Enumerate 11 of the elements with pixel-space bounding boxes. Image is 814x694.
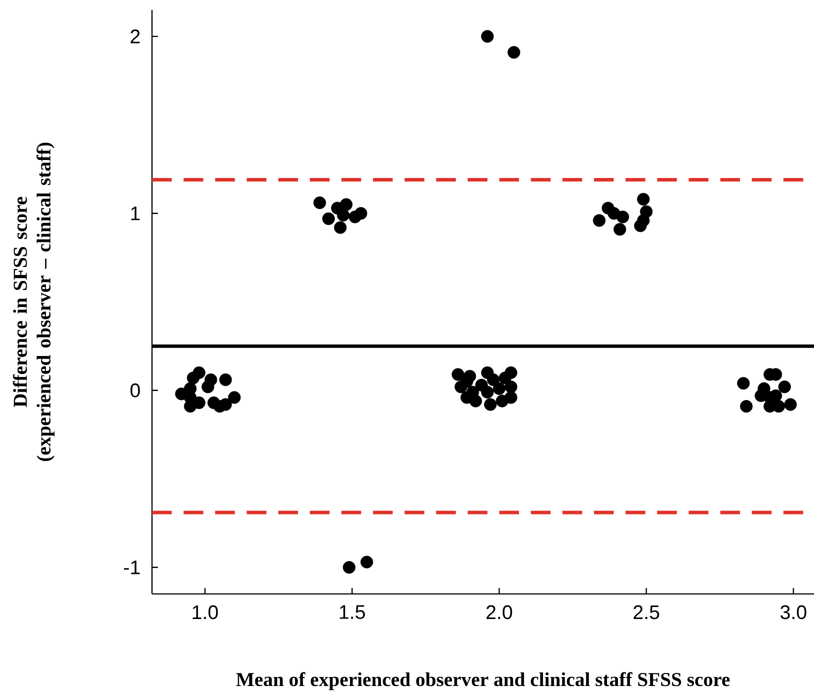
x-tick-label: 1.5 (340, 606, 365, 620)
y-axis-title: Difference in SFSS score (experienced observer – clinical staff) (12, 143, 55, 462)
x-tick-label: 3.0 (780, 606, 806, 620)
y-tick-label: 0 (130, 384, 140, 398)
x-tick-label: 1.0 (192, 606, 218, 620)
x-tick-label: 2.5 (634, 606, 660, 620)
y-tick-label: 2 (130, 30, 140, 44)
y-tick-label: 1 (131, 206, 140, 220)
x-tick-label: 2.0 (486, 606, 512, 620)
x-axis-title: Mean of experienced observer and clinical staff SFSS score (236, 672, 730, 690)
y-tick-label: -1 (124, 560, 140, 574)
